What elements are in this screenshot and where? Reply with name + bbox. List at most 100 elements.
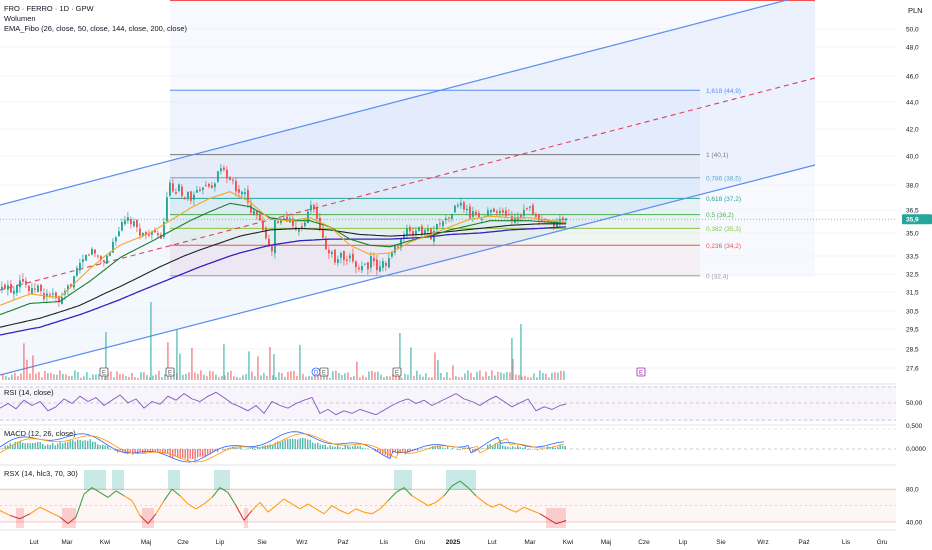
volume-bar: [95, 374, 97, 380]
candle-body: [559, 218, 561, 222]
macd-histogram-bar: [357, 446, 359, 449]
fib-zone: [170, 154, 700, 178]
candle-body: [154, 229, 156, 233]
candle-body: [343, 250, 345, 261]
candle-body: [379, 266, 381, 272]
volume-bar: [29, 373, 31, 380]
candle-body: [526, 208, 528, 210]
rsx-overbought-zone: [172, 470, 174, 490]
macd-histogram-bar: [272, 444, 274, 449]
candle-body: [409, 227, 411, 232]
volume-bar: [221, 375, 223, 380]
price-axis-tick: 27,6: [906, 366, 919, 373]
price-axis-tick: 50,0: [906, 27, 919, 34]
volume-bar: [248, 351, 250, 380]
rsx-line-segment: [171, 488, 181, 497]
rsx-oversold-zone: [246, 508, 248, 528]
rsx-line-segment: [371, 508, 381, 515]
volume-bar: [455, 376, 457, 380]
rsx-line-segment: [555, 521, 563, 525]
price-axis-tick: 40,0: [906, 154, 919, 161]
candle-body: [310, 205, 312, 211]
macd-histogram-bar: [457, 449, 459, 450]
macd-histogram-bar: [494, 443, 496, 449]
event-marker: [165, 367, 175, 377]
candle-body: [439, 223, 441, 225]
candle-body: [103, 260, 105, 263]
volume-bar: [47, 373, 49, 380]
macd-histogram-bar: [332, 446, 334, 449]
price-axis-tick: 33,5: [906, 254, 919, 261]
time-axis-tick: Lis: [380, 539, 389, 546]
fib-level-label: 1,618 (44,9): [706, 88, 741, 95]
macd-histogram-bar: [119, 449, 121, 451]
volume-bar: [260, 375, 262, 380]
rsx-line-segment: [291, 503, 301, 510]
volume-bar: [320, 373, 322, 380]
rsx-line-segment: [179, 495, 189, 505]
volume-bar: [545, 373, 547, 380]
rsx-line-segment: [91, 487, 101, 493]
macd-histogram-bar: [157, 449, 159, 453]
macd-histogram-bar: [67, 441, 69, 449]
fib-level-label: 0 (32,4): [706, 273, 728, 280]
macd-histogram-bar: [352, 446, 354, 449]
volume-bar: [203, 374, 205, 380]
candle-body: [523, 209, 525, 216]
rsx-title[interactable]: RSX (14, hlc3, 70, 30): [4, 469, 78, 478]
signal-line: [0, 433, 565, 463]
candle-body: [136, 219, 138, 228]
macd-histogram-bar: [137, 449, 139, 454]
rsx-line-segment: [443, 485, 453, 497]
macd-histogram-bar: [349, 446, 351, 449]
candle-body: [118, 231, 120, 237]
price-axis-tick: 42,0: [906, 127, 919, 134]
volume-bar: [509, 372, 511, 380]
volume-bar: [251, 371, 253, 380]
rsx-line-segment: [459, 480, 469, 488]
candle-body: [322, 228, 324, 238]
candle-body: [274, 219, 276, 254]
rsx-overbought-zone: [92, 470, 94, 490]
volume-bar: [473, 376, 475, 380]
symbol-title[interactable]: FRO · FERRO · 1D · GPW: [4, 4, 94, 13]
macd-histogram-bar: [32, 442, 34, 449]
volume-bar: [179, 353, 181, 380]
volume-bar: [212, 371, 214, 380]
rsx-line-segment: [411, 495, 421, 502]
macd-title[interactable]: MACD (12, 26, close): [4, 429, 76, 438]
fib-zone: [170, 198, 700, 215]
candle-body: [214, 183, 216, 188]
macd-histogram-bar: [292, 438, 294, 449]
macd-histogram-bar: [504, 446, 506, 449]
macd-histogram-bar: [239, 446, 241, 449]
macd-histogram-bar: [402, 449, 404, 453]
time-axis-tick: Paź: [337, 539, 348, 546]
candle-body: [7, 285, 9, 290]
volume-bar: [185, 373, 187, 380]
macd-histogram-bar: [507, 446, 509, 449]
rsx-axis-tick: 80,0: [906, 487, 919, 494]
macd-histogram-bar: [347, 445, 349, 449]
candle-body: [460, 202, 462, 206]
candle-body: [229, 177, 231, 181]
candle-body: [520, 214, 522, 218]
macd-histogram-bar: [282, 440, 284, 449]
ema-legend[interactable]: EMA_Fibo (26, close, 50, close, 144, clo…: [4, 24, 188, 33]
rsx-overbought-zone: [464, 470, 466, 490]
volume-bar: [542, 372, 544, 380]
candle-body: [385, 263, 387, 266]
candle-body: [325, 239, 327, 250]
candle-body: [49, 294, 51, 296]
macd-histogram-bar: [92, 441, 94, 449]
candle-body: [328, 249, 330, 254]
volume-bar: [563, 371, 565, 380]
volume-legend[interactable]: Wolumen: [4, 14, 36, 23]
volume-bar: [245, 374, 247, 380]
macd-histogram-bar: [317, 442, 319, 449]
channel-fill: [0, 0, 815, 375]
candle-body: [292, 218, 294, 226]
rsi-title[interactable]: RSI (14, close): [4, 388, 54, 397]
volume-bar: [182, 374, 184, 380]
